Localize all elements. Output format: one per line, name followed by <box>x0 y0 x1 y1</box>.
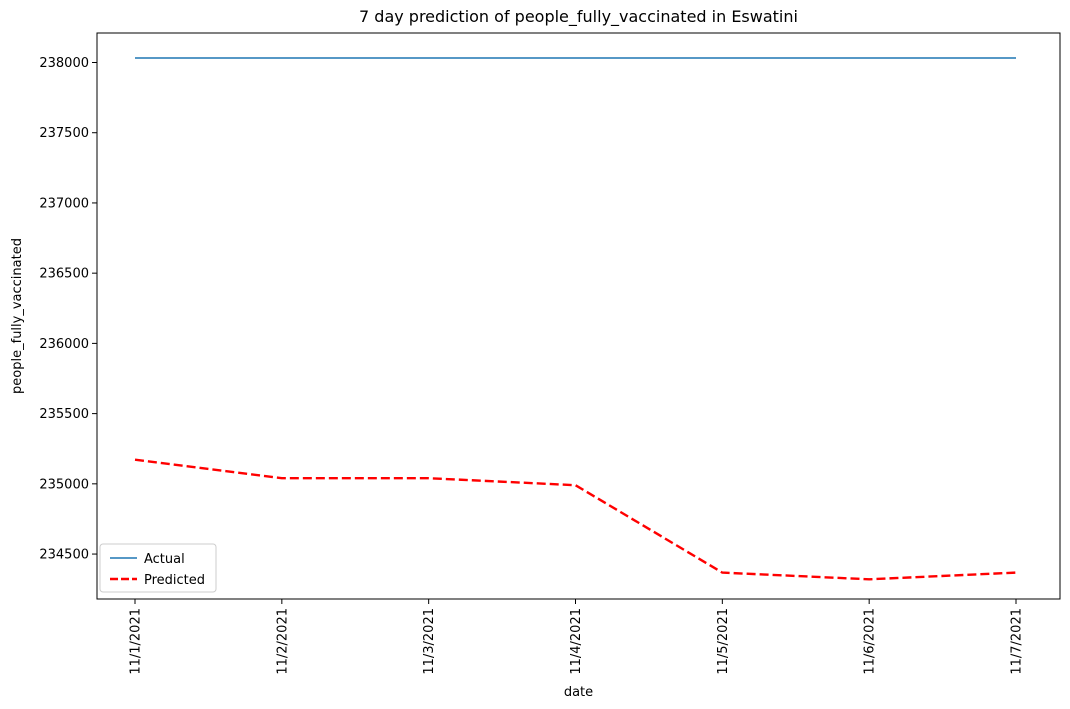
data-point-actual-5 <box>722 57 723 58</box>
y-tick-label: 236500 <box>39 267 89 282</box>
y-tick-label: 235500 <box>39 407 89 422</box>
data-point-predicted-3 <box>428 478 429 479</box>
data-point-actual-3 <box>428 57 429 58</box>
data-point-predicted-6 <box>869 579 870 580</box>
legend: Actual Predicted <box>99 543 217 593</box>
x-tick-label: 11/3/2021 <box>422 608 437 675</box>
x-tick-label: 11/6/2021 <box>863 608 878 675</box>
plot-frame <box>96 32 1061 600</box>
data-point-actual-4 <box>575 57 576 58</box>
data-point-actual-1 <box>135 57 136 58</box>
y-tick-label: 235000 <box>39 477 89 492</box>
data-point-predicted-5 <box>722 572 723 573</box>
x-axis: 11/1/2021 11/2/2021 11/3/2021 11/4/2021 11/5… <box>129 599 1025 675</box>
data-point-predicted-2 <box>281 478 282 479</box>
x-tick-label: 11/4/2021 <box>569 608 584 675</box>
legend-label-predicted: Predicted <box>144 573 205 588</box>
x-tick-label: 11/1/2021 <box>129 608 144 675</box>
data-point-actual-6 <box>869 57 870 58</box>
chart-title: 7 day prediction of people_fully_vaccina… <box>359 7 798 27</box>
y-tick-label: 238000 <box>39 56 89 71</box>
data-point-predicted-7 <box>1016 572 1017 573</box>
data-point-predicted-1 <box>135 459 136 460</box>
y-tick-label: 237500 <box>39 126 89 141</box>
y-tick-label: 237000 <box>39 196 89 211</box>
series-line-predicted <box>134 458 1017 581</box>
y-axis: 234500 235000 235500 236000 236500 237000 2375… <box>39 56 97 563</box>
data-point-predicted-4 <box>575 485 576 486</box>
x-tick-label: 11/5/2021 <box>716 608 731 675</box>
y-axis-label: people_fully_vaccinated <box>10 238 25 394</box>
x-tick-label: 11/7/2021 <box>1010 608 1025 675</box>
x-tick-label: 11/2/2021 <box>275 608 290 675</box>
y-tick-label: 234500 <box>39 548 89 563</box>
x-axis-label: date <box>564 685 593 700</box>
legend-label-actual: Actual <box>144 552 185 567</box>
y-tick-label: 236000 <box>39 337 89 352</box>
data-point-actual-7 <box>1016 57 1017 58</box>
data-point-actual-2 <box>281 57 282 58</box>
plot-area <box>96 32 1061 600</box>
